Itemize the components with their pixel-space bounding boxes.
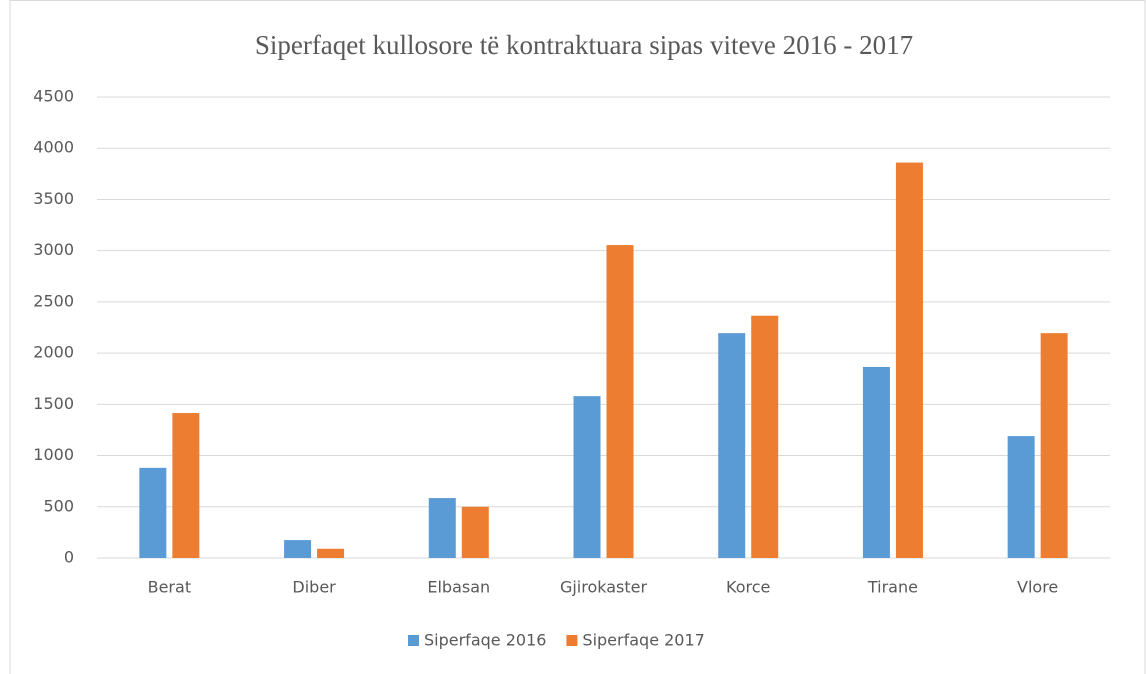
x-tick-label: Vlore bbox=[1017, 578, 1058, 597]
legend-label: Siperfaqe 2016 bbox=[424, 631, 546, 650]
x-tick-label: Elbasan bbox=[427, 578, 490, 597]
bar bbox=[606, 245, 634, 558]
bar bbox=[172, 413, 200, 558]
y-tick-label: 1000 bbox=[33, 445, 74, 464]
x-tick-label: Gjirokaster bbox=[560, 578, 648, 597]
bar bbox=[1007, 436, 1035, 558]
bar bbox=[428, 498, 456, 558]
y-tick-label: 1500 bbox=[33, 394, 74, 413]
x-tick-label: Berat bbox=[148, 578, 191, 597]
bar bbox=[895, 162, 923, 558]
bar bbox=[317, 548, 345, 558]
chart-title: Siperfaqet kullosore të kontraktuara sip… bbox=[255, 30, 913, 60]
y-tick-label: 4500 bbox=[33, 87, 74, 106]
bar bbox=[751, 315, 779, 558]
y-tick-label: 4000 bbox=[33, 138, 74, 157]
legend-swatch bbox=[566, 635, 578, 646]
y-tick-label: 2500 bbox=[33, 291, 74, 310]
bar bbox=[1040, 333, 1068, 558]
x-tick-label: Diber bbox=[292, 578, 336, 597]
bar bbox=[573, 396, 601, 558]
bar bbox=[461, 506, 489, 558]
y-tick-label: 3000 bbox=[33, 240, 74, 259]
bar bbox=[139, 467, 167, 558]
y-tick-label: 500 bbox=[43, 496, 74, 515]
legend-swatch bbox=[408, 635, 419, 646]
x-tick-label: Tirane bbox=[867, 578, 918, 597]
legend-label: Siperfaqe 2017 bbox=[582, 631, 704, 650]
y-tick-label: 2000 bbox=[33, 343, 74, 362]
bar bbox=[284, 540, 312, 558]
bar bbox=[718, 333, 746, 558]
y-tick-label: 0 bbox=[64, 548, 74, 567]
chart-border bbox=[9, 0, 1146, 674]
y-tick-label: 3500 bbox=[33, 189, 74, 208]
bar bbox=[862, 366, 890, 558]
x-tick-label: Korce bbox=[726, 578, 770, 597]
